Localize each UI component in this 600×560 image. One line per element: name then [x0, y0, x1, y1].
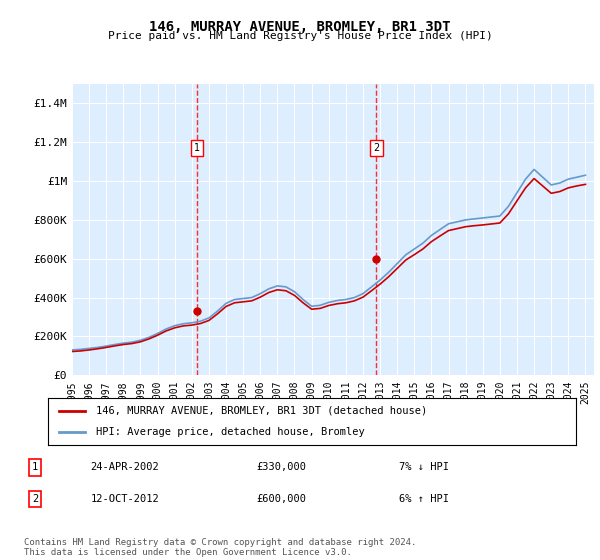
Text: Contains HM Land Registry data © Crown copyright and database right 2024.
This d: Contains HM Land Registry data © Crown c…: [24, 538, 416, 557]
Text: 1: 1: [32, 463, 38, 473]
Text: 24-APR-2002: 24-APR-2002: [90, 463, 159, 473]
Text: 2: 2: [373, 143, 380, 153]
Text: 146, MURRAY AVENUE, BROMLEY, BR1 3DT: 146, MURRAY AVENUE, BROMLEY, BR1 3DT: [149, 20, 451, 34]
Text: Price paid vs. HM Land Registry's House Price Index (HPI): Price paid vs. HM Land Registry's House …: [107, 31, 493, 41]
Text: 12-OCT-2012: 12-OCT-2012: [90, 494, 159, 504]
Text: 6% ↑ HPI: 6% ↑ HPI: [400, 494, 449, 504]
Text: 2: 2: [32, 494, 38, 504]
Text: £330,000: £330,000: [256, 463, 306, 473]
Text: 1: 1: [194, 143, 200, 153]
Text: 7% ↓ HPI: 7% ↓ HPI: [400, 463, 449, 473]
Text: £600,000: £600,000: [256, 494, 306, 504]
Text: 146, MURRAY AVENUE, BROMLEY, BR1 3DT (detached house): 146, MURRAY AVENUE, BROMLEY, BR1 3DT (de…: [95, 406, 427, 416]
Text: HPI: Average price, detached house, Bromley: HPI: Average price, detached house, Brom…: [95, 427, 364, 437]
